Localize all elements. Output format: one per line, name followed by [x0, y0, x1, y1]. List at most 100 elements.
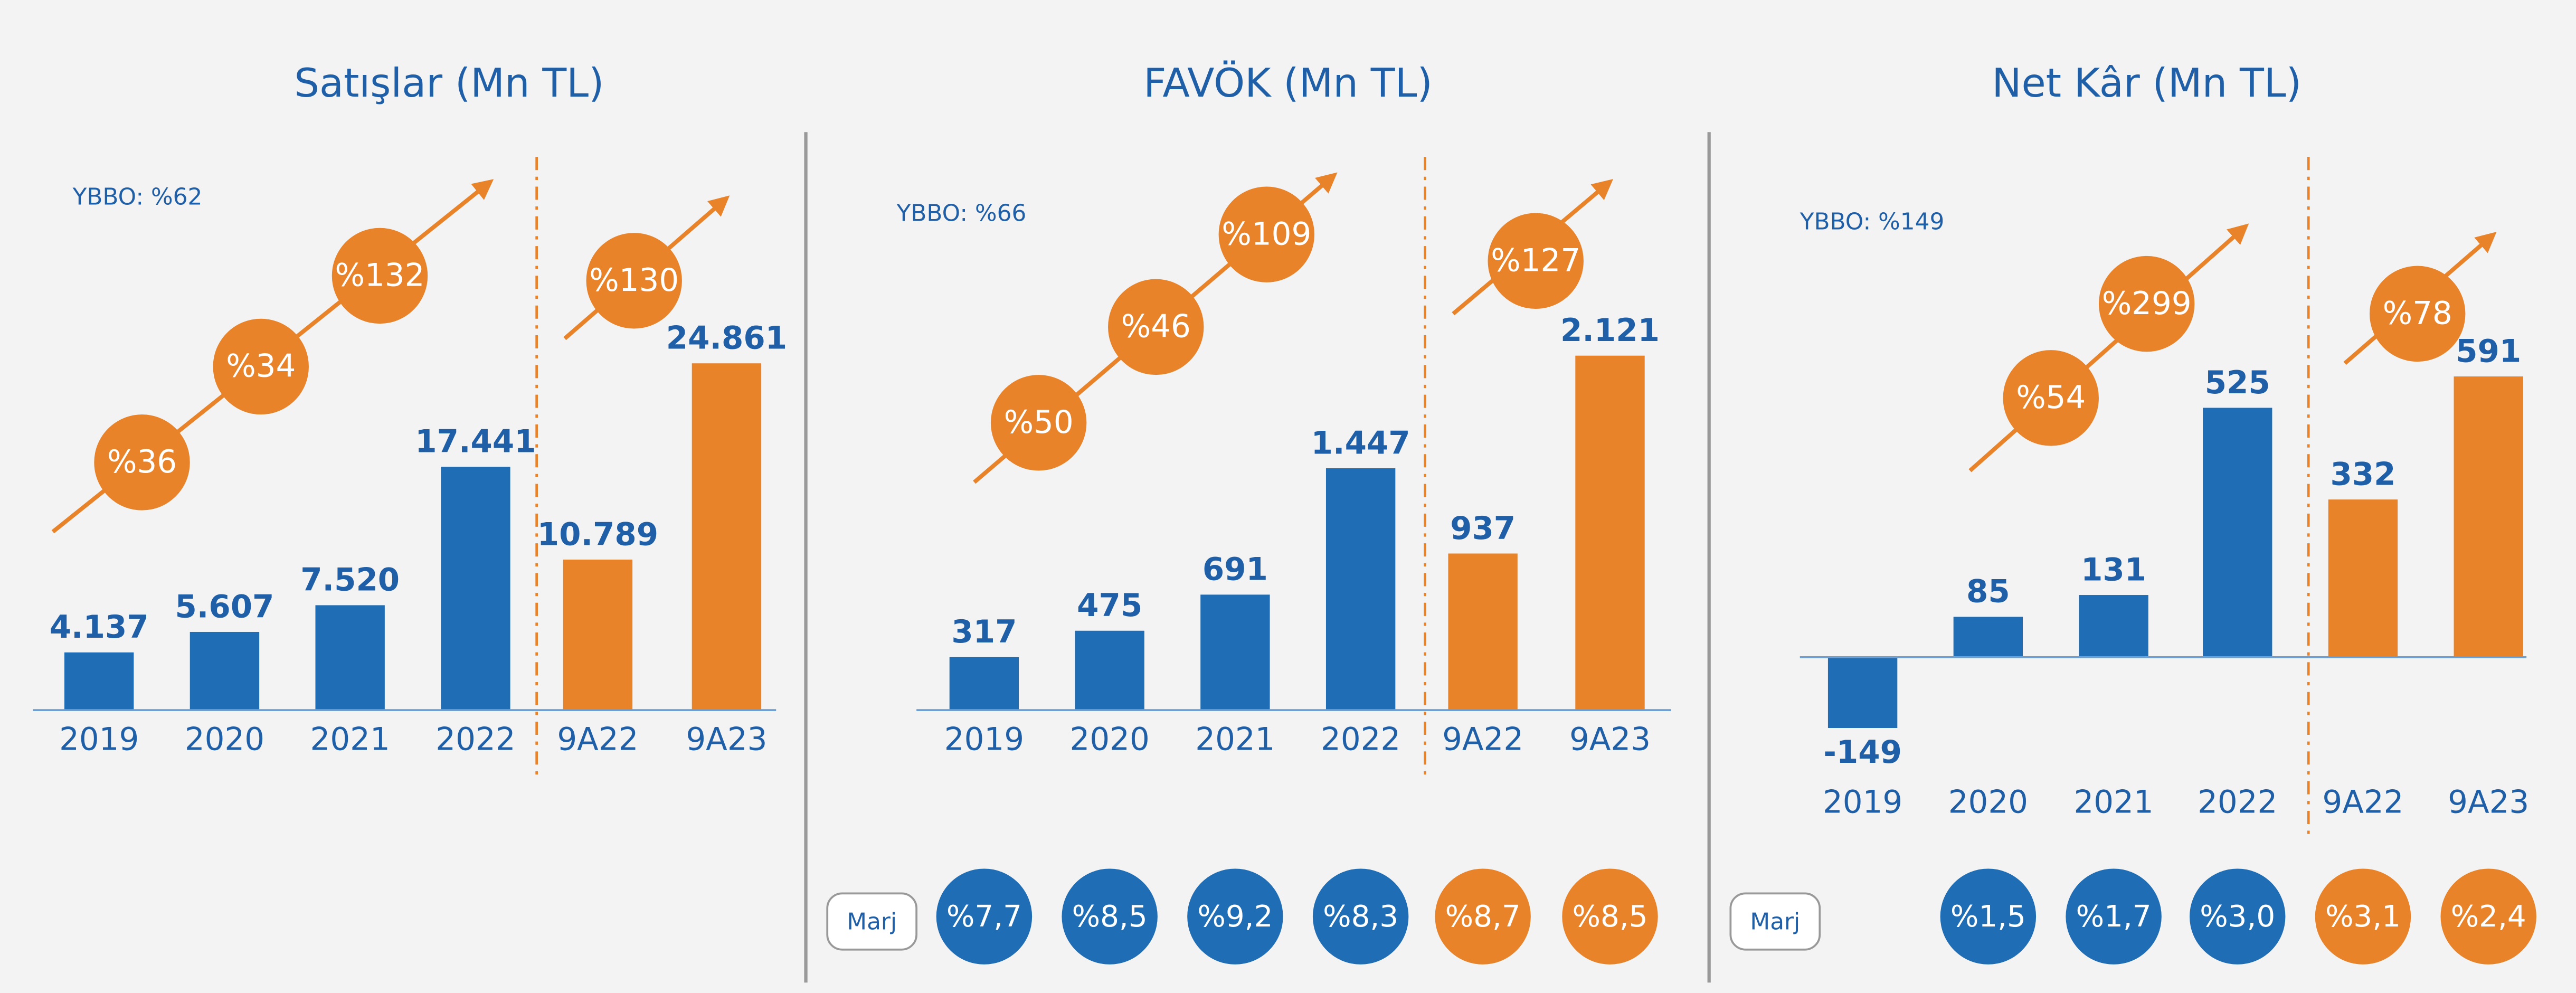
growth-label: %130 — [589, 262, 679, 299]
margin-label: %7,7 — [946, 900, 1022, 934]
bar — [563, 560, 633, 711]
x-tick-label: 9A22 — [2322, 784, 2403, 821]
bar — [190, 631, 260, 711]
bar — [1448, 553, 1518, 711]
growth-badge — [213, 318, 309, 415]
margin-box — [826, 892, 918, 951]
x-tick-label: 2021 — [1195, 722, 1275, 758]
growth-label: %78 — [2383, 296, 2452, 332]
value-label: 10.789 — [537, 516, 658, 553]
growth-badge — [1218, 186, 1315, 282]
margin-label: %8,7 — [1445, 900, 1521, 934]
growth-label: %46 — [1121, 309, 1191, 345]
growth-badge — [2003, 350, 2099, 446]
margin-box — [1729, 892, 1821, 951]
growth-badge — [1488, 213, 1584, 309]
x-tick-label: 2020 — [185, 722, 264, 758]
growth-badge — [332, 228, 428, 324]
bar — [2079, 595, 2148, 657]
x-tick-label: 2022 — [2198, 784, 2277, 821]
value-label: 937 — [1450, 510, 1516, 547]
bar — [441, 467, 510, 711]
chart-title: Net Kâr (Mn TL) — [1992, 60, 2302, 106]
bar — [2454, 376, 2523, 657]
growth-badge — [586, 233, 682, 329]
margin-badge — [1187, 868, 1283, 964]
x-tick-label: 2019 — [59, 722, 139, 758]
bar — [692, 363, 762, 711]
growth-label: %54 — [2016, 380, 2086, 416]
value-label: 7.520 — [300, 562, 400, 599]
growth-badge — [1108, 279, 1204, 375]
growth-badge — [2369, 266, 2466, 362]
margin-title: Marj — [847, 909, 897, 935]
margin-label: %1,7 — [2076, 900, 2152, 934]
x-tick-label: 2019 — [1823, 784, 1902, 821]
margin-badge — [936, 868, 1033, 964]
value-label: 475 — [1077, 588, 1142, 624]
growth-label: %127 — [1491, 242, 1580, 279]
value-label: 691 — [1202, 552, 1268, 588]
margin-label: %3,0 — [2200, 900, 2275, 934]
x-tick-label: 2021 — [2073, 784, 2153, 821]
margin-label: %9,2 — [1197, 900, 1273, 934]
growth-badge — [990, 375, 1087, 471]
value-label: 332 — [2330, 456, 2395, 493]
value-label: 317 — [951, 614, 1017, 650]
value-label: 17.441 — [415, 424, 536, 460]
bar — [1827, 657, 1898, 729]
annotation: YBBO: %62 — [72, 183, 203, 210]
x-tick-label: 2022 — [1321, 722, 1400, 758]
x-tick-label: 9A23 — [686, 722, 767, 758]
growth-label: %132 — [335, 258, 425, 294]
margin-label: %8,5 — [1072, 900, 1148, 934]
x-tick-label: 2020 — [1948, 784, 2028, 821]
value-label: -149 — [1823, 734, 1902, 771]
x-tick-label: 9A23 — [1569, 722, 1651, 758]
x-tick-label: 9A22 — [1442, 722, 1523, 758]
x-tick-label: 2020 — [1070, 722, 1150, 758]
margin-badge — [1435, 868, 1531, 964]
bar — [1575, 355, 1645, 711]
bar — [315, 605, 385, 711]
bar — [1953, 617, 2023, 657]
x-tick-label: 9A23 — [2448, 784, 2529, 821]
bar — [2203, 408, 2272, 657]
growth-label: %299 — [2102, 286, 2192, 322]
bar — [64, 652, 134, 711]
margin-label: %3,1 — [2325, 900, 2401, 934]
growth-label: %109 — [1221, 216, 1311, 252]
margin-badge — [2066, 868, 2162, 964]
x-tick-label: 9A22 — [557, 722, 638, 758]
x-tick-label: 2021 — [310, 722, 390, 758]
growth-badge — [2098, 256, 2195, 352]
value-label: 4.137 — [50, 609, 149, 646]
growth-badge — [94, 414, 190, 510]
value-label: 591 — [2456, 333, 2521, 370]
chart-title: FAVÖK (Mn TL) — [1143, 60, 1432, 106]
value-label: 1.447 — [1311, 425, 1410, 461]
margin-label: %8,5 — [1572, 900, 1647, 934]
margin-label: %1,5 — [1950, 900, 2026, 934]
margin-badge — [1312, 868, 1409, 964]
value-label: 525 — [2205, 365, 2270, 401]
margin-label: %2,4 — [2451, 900, 2526, 934]
margin-badge — [1062, 868, 1158, 964]
bar — [949, 657, 1019, 711]
growth-label: %36 — [107, 444, 177, 480]
value-label: 131 — [2081, 552, 2146, 588]
margin-badge — [2440, 868, 2536, 964]
value-label: 5.607 — [175, 589, 274, 625]
x-tick-label: 2019 — [944, 722, 1024, 758]
bar — [1075, 630, 1144, 711]
growth-label: %50 — [1004, 404, 1074, 441]
margin-title: Marj — [1750, 909, 1800, 935]
annotation: YBBO: %66 — [896, 200, 1027, 227]
bar — [1200, 594, 1270, 711]
growth-label: %34 — [226, 348, 296, 385]
annotation: YBBO: %149 — [1800, 208, 1945, 235]
x-tick-label: 2022 — [435, 722, 515, 758]
margin-badge — [2190, 868, 2286, 964]
